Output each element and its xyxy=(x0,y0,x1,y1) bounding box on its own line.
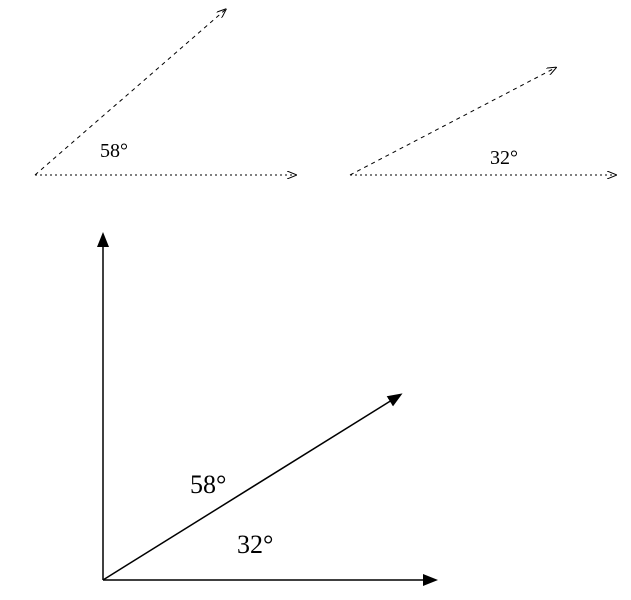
angle-diagram xyxy=(0,0,631,600)
label-32-bottom: 32° xyxy=(237,530,273,560)
angle-top-right xyxy=(350,68,615,175)
label-58-top: 58° xyxy=(100,140,128,163)
ray-diagonal xyxy=(35,10,225,175)
label-32-top: 32° xyxy=(490,147,518,170)
label-58-bottom: 58° xyxy=(190,470,226,500)
angle-top-left xyxy=(35,10,295,175)
ray-diagonal xyxy=(350,68,555,175)
angle-bottom xyxy=(103,235,435,580)
